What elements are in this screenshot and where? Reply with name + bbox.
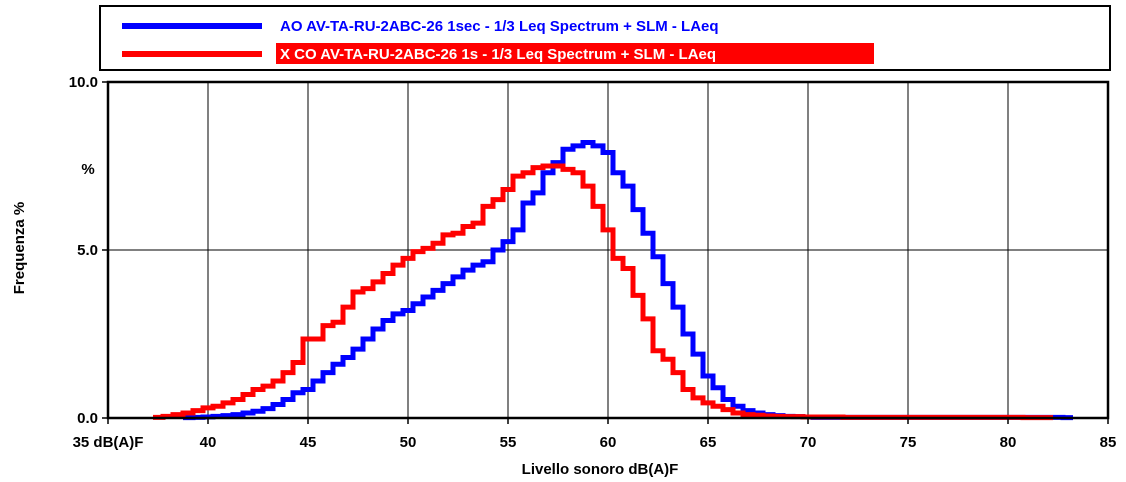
x-tick-label: 50 xyxy=(400,434,417,451)
y-axis-title: Frequenza % xyxy=(11,202,28,295)
legend-label-2: X CO AV-TA-RU-2ABC-26 1s - 1/3 Leq Spect… xyxy=(280,46,716,63)
legend-label-bg-2 xyxy=(276,43,874,64)
x-tick-label: 45 xyxy=(300,434,317,451)
x-axis: 35 dB(A)F 40 45 50 55 60 65 70 75 80 85 xyxy=(73,418,1117,451)
x-tick-label: 70 xyxy=(800,434,817,451)
x-tick-label: 35 dB(A)F xyxy=(73,434,144,451)
y-axis: 0.0 5.0 10.0 xyxy=(69,74,108,427)
x-tick-label: 80 xyxy=(1000,434,1017,451)
x-axis-title: Livello sonoro dB(A)F xyxy=(522,461,679,478)
y-unit-label: % xyxy=(81,161,94,178)
legend-label-1: AO AV-TA-RU-2ABC-26 1sec - 1/3 Leq Spect… xyxy=(280,18,719,35)
y-tick-label: 5.0 xyxy=(77,242,98,259)
grid xyxy=(108,82,1108,418)
y-tick-label: 0.0 xyxy=(77,410,98,427)
x-tick-label: 65 xyxy=(700,434,717,451)
x-tick-label: 85 xyxy=(1100,434,1117,451)
x-tick-label: 55 xyxy=(500,434,517,451)
x-tick-label: 60 xyxy=(600,434,617,451)
y-tick-label: 10.0 xyxy=(69,74,98,91)
legend: AO AV-TA-RU-2ABC-26 1sec - 1/3 Leq Spect… xyxy=(122,18,874,64)
x-tick-label: 75 xyxy=(900,434,917,451)
x-tick-label: 40 xyxy=(200,434,217,451)
